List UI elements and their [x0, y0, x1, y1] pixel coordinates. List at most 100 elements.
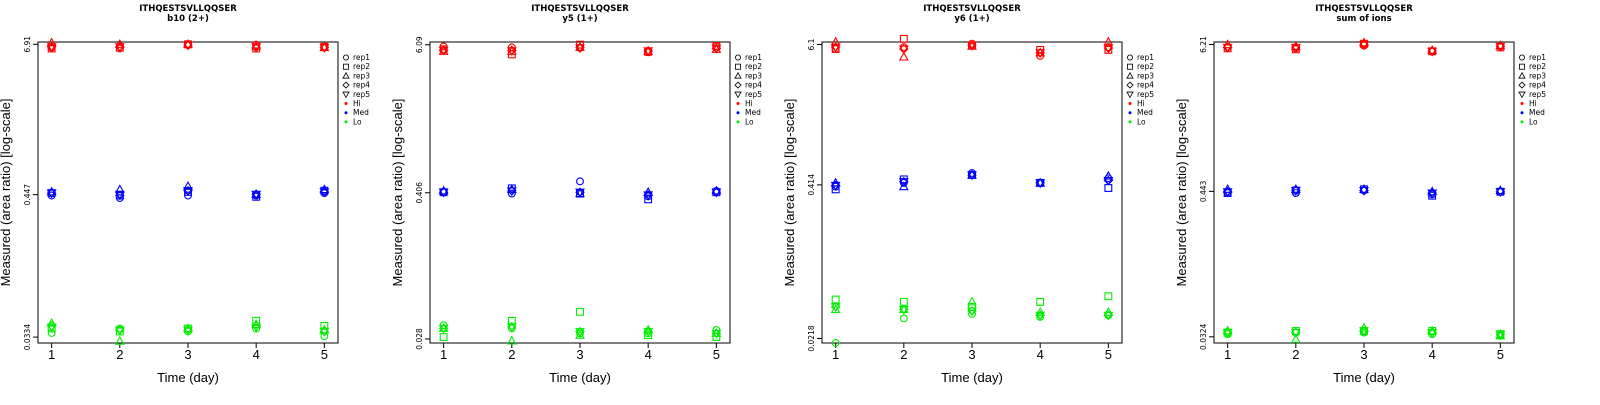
data-point-rep5-med [1103, 176, 1114, 186]
data-point-rep5-lo [830, 303, 841, 313]
data-point-rep5-hi [1427, 47, 1438, 57]
legend-label: Med [745, 108, 761, 117]
x-axis-title: Time (day) [1333, 370, 1395, 385]
x-tick-label: 3 [968, 347, 975, 362]
legend-item: rep2 [1519, 62, 1546, 71]
chart-title: ITHQESTSVLLQQSER [139, 4, 237, 14]
data-point-rep3-lo [114, 335, 125, 345]
data-point-rep3-lo [1359, 322, 1369, 332]
data-point-rep2-lo [831, 295, 840, 304]
data-point-rep3-med [967, 169, 977, 179]
data-point-rep5-med [114, 190, 125, 200]
data-point-rep5-med [830, 181, 841, 191]
data-point-rep3-lo [898, 304, 909, 314]
x-tick-label: 2 [900, 347, 907, 362]
triangle-down-icon [1126, 91, 1134, 99]
square-icon [735, 63, 741, 70]
data-point-rep5-med [967, 171, 977, 181]
data-point-rep5-hi [1290, 43, 1301, 53]
square-icon [1127, 63, 1133, 70]
data-point-rep5-lo [898, 305, 909, 315]
legend-label: rep4 [1137, 81, 1154, 90]
triangle-up-icon [342, 71, 350, 79]
data-point-rep5-lo [711, 329, 722, 339]
legend-item: rep1 [1519, 53, 1546, 62]
data-point-rep3-med [251, 188, 262, 198]
legend-label: rep2 [745, 62, 762, 71]
x-tick-label: 4 [1037, 347, 1044, 362]
x-axis-title: Time (day) [549, 370, 611, 385]
legend-hi-dot-icon [344, 102, 348, 105]
plot-frame [429, 41, 731, 344]
legend-label: Hi [1529, 99, 1537, 108]
legend-item: rep3 [1518, 71, 1546, 80]
data-point-rep5-hi [506, 47, 517, 57]
data-point-rep3-lo [711, 328, 722, 337]
legend-item: rep3 [1126, 71, 1154, 80]
legend-med-dot-icon [1520, 111, 1524, 115]
y-tick-label: 0.406 [415, 182, 424, 204]
data-point-rep3-hi [319, 42, 330, 52]
chart-title: ITHQESTSVLLQQSER [1315, 4, 1413, 14]
legend-item: rep1 [1127, 53, 1154, 62]
data-point-rep5-med [1427, 189, 1438, 199]
legend-item: rep4 [1518, 81, 1546, 90]
legend-label: rep5 [1529, 90, 1546, 99]
data-point-rep5-lo [319, 327, 330, 337]
data-point-rep3-lo [1103, 306, 1114, 316]
y-tick-label: 6.91 [23, 36, 32, 53]
data-point-rep5-hi [1035, 49, 1046, 59]
x-tick-label: 1 [440, 347, 447, 362]
chart-subtitle: y5 (1+) [562, 14, 597, 24]
data-point-rep3-lo [46, 317, 57, 327]
data-point-rep2-lo [1036, 297, 1045, 306]
data-point-rep3-med [1103, 170, 1114, 180]
data-point-rep5-hi [251, 43, 262, 53]
legend-item: rep2 [1127, 62, 1154, 71]
legend-label: rep2 [1137, 62, 1154, 71]
x-axis-title: Time (day) [157, 370, 219, 385]
x-tick-label: 5 [713, 347, 720, 362]
legend-item: rep3 [734, 71, 762, 80]
legend-item: Med [1520, 108, 1545, 117]
legend-hi-dot-icon [1128, 102, 1132, 105]
data-point-rep5-med [506, 187, 517, 197]
data-point-rep5-hi [438, 46, 449, 56]
data-point-rep5-lo [643, 328, 654, 337]
data-point-rep3-lo [575, 329, 585, 339]
data-point-rep3-med [183, 180, 193, 190]
x-tick-label: 5 [321, 347, 328, 362]
legend-item: Hi [736, 99, 753, 108]
data-point-rep3-hi [1035, 47, 1046, 57]
data-point-rep5-med [1359, 186, 1369, 196]
x-tick-label: 3 [184, 347, 191, 362]
data-point-rep5-lo [183, 326, 193, 336]
triangle-up-icon [1126, 71, 1134, 79]
data-point-rep5-med [1495, 188, 1506, 198]
data-point-rep3-lo [1290, 333, 1301, 343]
legend-item: Med [736, 108, 761, 117]
legend-lo-dot-icon [1128, 120, 1132, 124]
data-point-rep3-med [898, 181, 909, 191]
legend-label: Lo [745, 117, 754, 126]
data-point-rep5-hi [1222, 43, 1233, 53]
data-point-rep5-hi [1495, 42, 1506, 52]
data-point-rep5-lo [1495, 330, 1506, 340]
chart-subtitle: b10 (2+) [167, 14, 209, 24]
legend-item: rep5 [1518, 90, 1546, 99]
data-point-rep3-med [114, 184, 125, 194]
legend-lo-dot-icon [736, 120, 740, 124]
legend-label: Hi [353, 99, 361, 108]
triangle-down-icon [734, 91, 742, 99]
legend-label: Hi [1137, 99, 1145, 108]
legend-label: Med [353, 108, 369, 117]
legend-lo-dot-icon [344, 120, 348, 124]
y-tick-label: 6.21 [1199, 36, 1208, 53]
data-point-rep5-lo [1035, 311, 1046, 321]
data-point-rep2-lo [576, 307, 584, 316]
y-axis-title: Measured (area ratio) [log-scale] [0, 99, 13, 287]
x-tick-label: 4 [1429, 347, 1436, 362]
data-point-rep3-hi [830, 36, 841, 46]
legend-label: Lo [1137, 117, 1146, 126]
